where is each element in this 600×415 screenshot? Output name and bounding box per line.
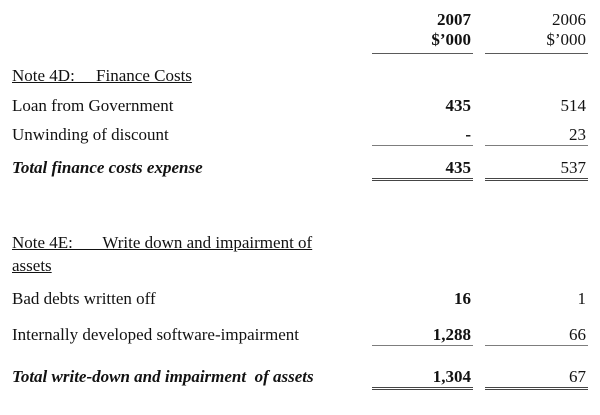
total-value-2006: 67 (485, 367, 588, 390)
column-gap (473, 10, 485, 30)
value-2007: - (372, 125, 473, 146)
value-2006: 23 (485, 125, 588, 146)
value-2006: 1 (577, 289, 587, 308)
row-label: Bad debts written off (12, 289, 156, 308)
column-gap (473, 367, 485, 390)
header-spacer (12, 10, 372, 30)
column-gap (473, 30, 485, 54)
column-header-2006: 2006 (552, 10, 586, 29)
column-header-2007: 2007 (437, 10, 471, 29)
column-gap (473, 125, 485, 146)
column-gap (473, 96, 485, 116)
table-row-software-impairment: Internally developed software-impairment… (12, 325, 588, 346)
unit-header-2007: $’000 (372, 30, 473, 54)
header-spacer (12, 30, 372, 54)
value-2007: 16 (454, 289, 471, 308)
note-4d-heading: Note 4D: Finance Costs (12, 66, 192, 85)
table-header-years: 2007 2006 (12, 10, 588, 30)
value-2007: 435 (445, 96, 472, 115)
total-value-2006: 537 (485, 158, 588, 181)
row-label: Internally developed software-impairment (12, 325, 299, 344)
table-row-unwinding-of-discount: Unwinding of discount - 23 (12, 125, 588, 146)
note-4e-heading: Note 4E: Write down and impairment of as… (12, 233, 313, 275)
value-2006: 514 (560, 96, 587, 115)
unit-header-2006: $’000 (485, 30, 588, 54)
total-value-2007: 1,304 (372, 367, 473, 390)
column-gap (473, 158, 485, 181)
table-header-units: $’000 $’000 (12, 30, 588, 54)
total-row-label: Total finance costs expense (12, 158, 203, 177)
value-2007: 1,288 (372, 325, 473, 346)
table-row-bad-debts-written-off: Bad debts written off 16 1 (12, 289, 588, 309)
row-label: Unwinding of discount (12, 125, 169, 144)
table-row-total-finance-costs: Total finance costs expense 435 537 (12, 158, 588, 181)
row-label: Loan from Government (12, 96, 174, 115)
column-gap (473, 289, 485, 309)
value-2006: 66 (485, 325, 588, 346)
total-row-label: Total write-down and impairment of asset… (12, 367, 314, 386)
column-gap (473, 325, 485, 346)
table-row-total-write-down: Total write-down and impairment of asset… (12, 367, 588, 390)
table-row-loan-from-government: Loan from Government 435 514 (12, 96, 588, 116)
total-value-2007: 435 (372, 158, 473, 181)
